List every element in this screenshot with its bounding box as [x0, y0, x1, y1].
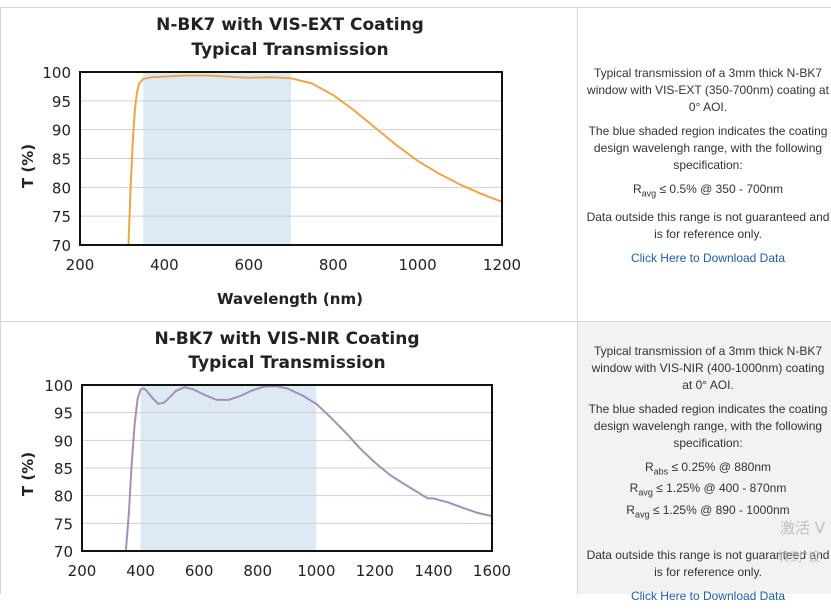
- y-tick-label: 75: [52, 208, 71, 226]
- x-tick-label: 1400: [414, 562, 452, 580]
- panel-border: [0, 8, 1, 322]
- x-tick-label: 200: [66, 256, 95, 274]
- x-tick-label: 400: [150, 256, 179, 274]
- y-tick-label: 75: [54, 515, 73, 533]
- x-tick-label: 1200: [483, 256, 521, 274]
- panel-border: [0, 322, 1, 594]
- y-axis-label: T (%): [19, 144, 37, 188]
- chart-vis-ext: N-BK7 with VIS-EXT Coating Typical Trans…: [19, 15, 521, 308]
- x-tick-label: 1600: [473, 562, 511, 580]
- description-paragraph-2: The blue shaded region indicates the coa…: [588, 124, 828, 172]
- y-tick-label: 90: [54, 432, 73, 450]
- chart-row-vis-nir: N-BK7 with VIS-NIR Coating Typical Trans…: [0, 321, 831, 603]
- chart-vis-nir: N-BK7 with VIS-NIR Coating Typical Trans…: [19, 329, 511, 580]
- download-data-link[interactable]: Click Here to Download Data: [630, 589, 786, 604]
- y-tick-label: 85: [52, 151, 71, 169]
- series-line: [127, 74, 503, 246]
- plot-frame: [81, 384, 493, 552]
- description-paragraph-1: Typical transmission of a 3mm thick N-BK…: [591, 344, 825, 392]
- description-text: Typical transmission of a 3mm thick N-BK…: [586, 343, 830, 612]
- x-tick-label: 1000: [399, 256, 437, 274]
- y-tick-label: 95: [52, 93, 71, 111]
- download-data-link[interactable]: Click Here to Download Data: [630, 251, 786, 266]
- chart-title-line1: N-BK7 with VIS-NIR Coating: [154, 329, 419, 349]
- spec-line: Ravg ≤ 1.25% @ 890 - 1000nm: [626, 502, 790, 520]
- x-tick-label: 1200: [356, 562, 394, 580]
- description-text: Typical transmission of a 3mm thick N-BK…: [586, 65, 830, 274]
- chart-title-line1: N-BK7 with VIS-EXT Coating: [156, 15, 424, 35]
- chart-panel-vis-nir: N-BK7 with VIS-NIR Coating Typical Trans…: [0, 322, 577, 594]
- y-tick-label: 85: [54, 460, 73, 478]
- y-axis-label: T (%): [19, 452, 37, 496]
- y-tick-label: 95: [54, 405, 73, 423]
- x-axis-label: Wavelength (nm): [217, 290, 363, 308]
- x-tick-label: 600: [234, 256, 263, 274]
- y-tick-label: 70: [52, 237, 71, 255]
- x-tick-label: 800: [319, 256, 348, 274]
- description-paragraph-1: Typical transmission of a 3mm thick N-BK…: [587, 66, 829, 114]
- x-tick-label: 400: [126, 562, 155, 580]
- x-tick-label: 200: [68, 562, 97, 580]
- spec-list: Ravg ≤ 0.5% @ 350 - 700nm: [586, 181, 830, 202]
- description-panel-vis-ext: Typical transmission of a 3mm thick N-BK…: [577, 8, 831, 322]
- plot-frame: [79, 71, 503, 246]
- x-tick-label: 1000: [297, 562, 335, 580]
- x-tick-label: 800: [243, 562, 272, 580]
- y-tick-label: 70: [54, 543, 73, 561]
- chart-panel-vis-ext: N-BK7 with VIS-EXT Coating Typical Trans…: [0, 8, 577, 322]
- x-tick-label: 600: [185, 562, 214, 580]
- chart-title-line2: Typical Transmission: [191, 40, 388, 60]
- chart-title-line2: Typical Transmission: [188, 353, 385, 373]
- watermark-line1: 激活 V: [780, 519, 826, 537]
- spec-line: Rabs ≤ 0.25% @ 880nm: [644, 460, 772, 477]
- series-line: [124, 385, 493, 552]
- description-paragraph-3: Data outside this range is not guarantee…: [586, 548, 830, 580]
- chart-row-vis-ext: N-BK7 with VIS-EXT Coating Typical Trans…: [0, 7, 831, 322]
- spec-list: Rabs ≤ 0.25% @ 880nm Ravg ≤ 1.25% @ 400 …: [586, 459, 830, 523]
- y-tick-label: 100: [44, 377, 73, 395]
- y-tick-label: 80: [54, 488, 73, 506]
- description-panel-vis-nir: Typical transmission of a 3mm thick N-BK…: [577, 322, 831, 603]
- y-tick-label: 90: [52, 122, 71, 140]
- spec-line: Ravg ≤ 1.25% @ 400 - 870nm: [629, 481, 787, 498]
- description-paragraph-3: Data outside this range is not guarantee…: [586, 210, 830, 242]
- description-paragraph-2: The blue shaded region indicates the coa…: [588, 402, 828, 450]
- y-tick-label: 100: [42, 64, 71, 82]
- watermark-line2: 转到“设: [778, 550, 821, 564]
- spec-line: Ravg ≤ 0.5% @ 350 - 700nm: [632, 182, 784, 199]
- y-tick-label: 80: [52, 179, 71, 197]
